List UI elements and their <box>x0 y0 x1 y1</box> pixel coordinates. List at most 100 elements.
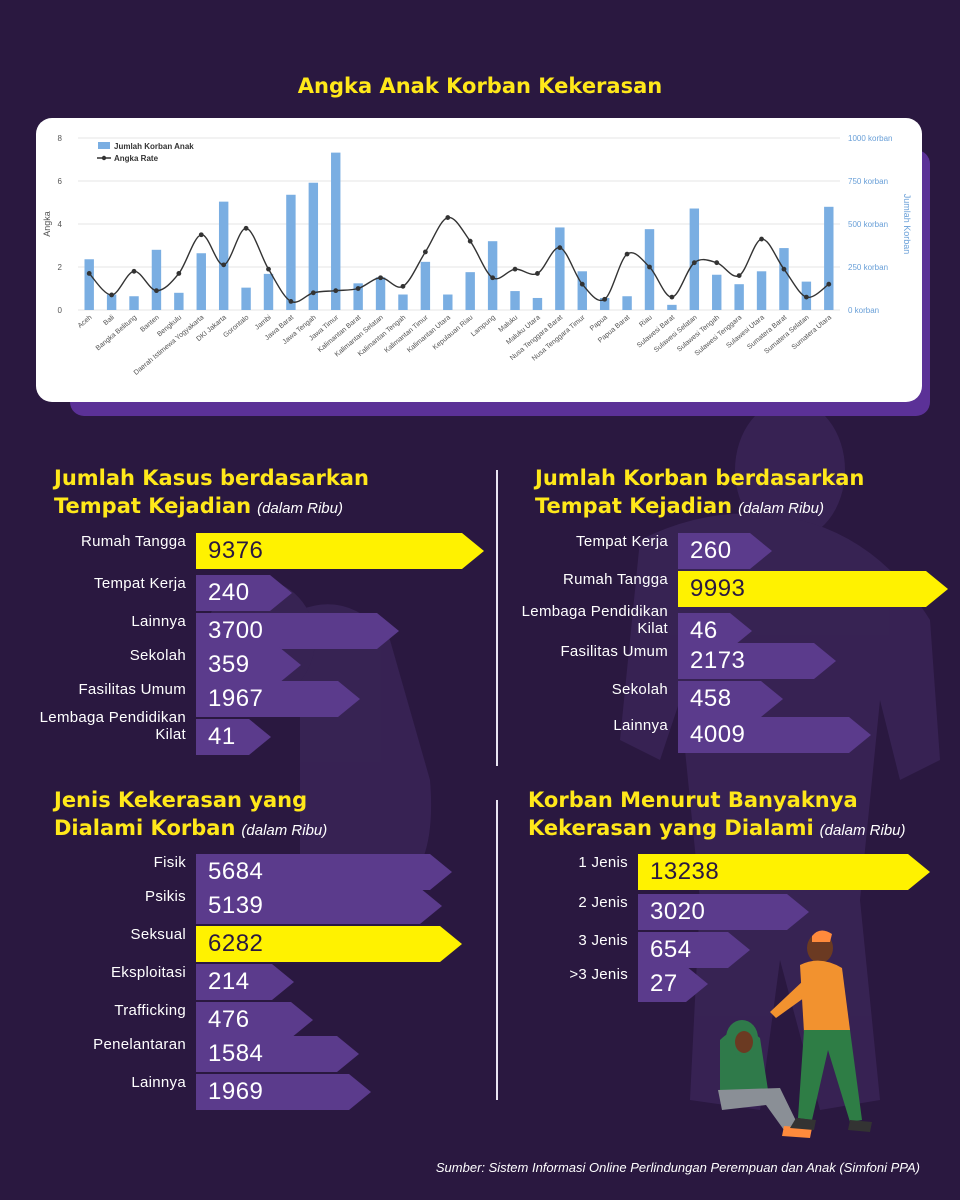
section-unit: (dalam Ribu) <box>241 822 328 839</box>
section-title-line2: Tempat Kejadian <box>54 494 252 518</box>
bar-jumlah-korban <box>84 259 94 310</box>
point-angka-rate <box>467 238 473 244</box>
stat-value: 3020 <box>650 898 706 925</box>
y-right-tick-label: 1000 korban <box>848 134 892 143</box>
section-title-line1: Jumlah Korban berdasarkan <box>535 466 865 490</box>
line-angka-rate <box>88 216 830 303</box>
bar-jumlah-korban <box>779 248 789 310</box>
stat-value: 6282 <box>208 930 264 957</box>
point-angka-rate <box>691 260 697 266</box>
stat-label: 3 Jenis <box>578 932 628 949</box>
point-angka-rate <box>512 266 518 272</box>
stat-value: 1584 <box>208 1040 264 1067</box>
y-left-tick-label: 0 <box>58 306 63 315</box>
bar-jumlah-korban <box>286 194 296 310</box>
stat-label: >3 Jenis <box>569 966 628 983</box>
stat-arrow-bar: 476 <box>196 1002 313 1038</box>
stat-arrow-bar: 3700 <box>196 613 399 649</box>
point-angka-rate <box>445 215 451 220</box>
stat-arrow-bar: 13238 <box>638 854 930 890</box>
point-angka-rate <box>759 236 764 242</box>
stat-arrow-bar: 41 <box>196 719 271 755</box>
section-title-line1: Korban Menurut Banyaknya <box>528 788 858 812</box>
stat-arrow-bar: 6282 <box>196 926 462 962</box>
x-tick-label: Bangka Belitung <box>95 314 139 352</box>
chart-svg: 0 2 4 6 8 0 korban 250 korban 500 korban 750 kor… <box>42 134 912 377</box>
bar-jumlah-korban <box>577 271 587 310</box>
y-right-axis-title: Jumlah Korban <box>902 194 912 255</box>
point-angka-rate <box>826 281 832 287</box>
standing-person <box>770 930 872 1132</box>
point-angka-rate <box>736 273 742 278</box>
stat-value: 3700 <box>208 617 264 644</box>
x-tick-label: Sumatera Utara <box>791 314 833 351</box>
section-title-line1: Jenis Kekerasan yang <box>54 788 308 812</box>
stat-arrow-bar: 458 <box>678 681 783 717</box>
stat-value: 214 <box>208 968 250 995</box>
main-title: Angka Anak Korban Kekerasan <box>297 74 663 98</box>
stat-arrow-bar: 9993 <box>678 571 948 607</box>
stat-label: Trafficking <box>114 1002 186 1019</box>
stat-arrow-bar: 5684 <box>196 854 452 890</box>
point-angka-rate <box>378 275 383 281</box>
point-angka-rate <box>243 225 249 231</box>
point-angka-rate <box>176 271 182 276</box>
bar-jumlah-korban <box>510 291 520 310</box>
y-right-tick-label: 750 korban <box>848 177 888 186</box>
point-angka-rate <box>154 288 159 294</box>
stat-label: Fisik <box>153 854 186 871</box>
point-angka-rate <box>624 251 630 257</box>
stat-arrow-bar: 260 <box>678 533 772 569</box>
stat-label: Tempat Kerja <box>94 575 186 592</box>
bar-jumlah-korban <box>689 208 700 310</box>
y-left-tick-label: 8 <box>58 134 63 143</box>
bar-jumlah-korban <box>532 297 543 310</box>
bar-jumlah-korban <box>443 294 453 310</box>
stat-arrow-bar: 1584 <box>196 1036 359 1072</box>
bar-jumlah-korban <box>622 296 632 310</box>
stat-label: Fasilitas Umum <box>78 681 186 698</box>
bar-jumlah-korban <box>599 297 610 310</box>
stat-label: Psikis <box>145 888 186 905</box>
section-title-jenis-kekerasan: Jenis Kekerasan yang Dialami Korban (dala… <box>54 786 327 845</box>
bar-jumlah-korban <box>667 304 677 310</box>
legend-swatch-point <box>101 155 107 161</box>
point-angka-rate <box>781 266 787 272</box>
source-note: Sumber: Sistem Informasi Online Perlindu… <box>435 1160 920 1175</box>
section-unit: (dalam Ribu) <box>738 500 824 517</box>
bar-jumlah-korban <box>263 273 274 310</box>
section-title-line2: Kekerasan yang Dialami <box>528 816 814 840</box>
stat-label: Lainnya <box>131 613 186 630</box>
stat-value: 240 <box>208 579 250 606</box>
point-angka-rate <box>198 232 204 238</box>
point-angka-rate <box>422 249 428 255</box>
stat-arrow-bar: 240 <box>196 575 292 611</box>
stat-value: 359 <box>208 651 250 678</box>
people-illustration <box>718 930 872 1138</box>
section-unit: (dalam Ribu) <box>257 500 343 517</box>
stat-label: Tempat Kerja <box>576 533 668 550</box>
x-tick-label: Riau <box>638 314 654 329</box>
stat-label: Sekolah <box>129 647 186 664</box>
stat-value: 4009 <box>690 721 746 748</box>
stat-arrow-bar: 9376 <box>196 533 484 569</box>
point-angka-rate <box>266 266 271 272</box>
bar-jumlah-korban <box>420 261 431 310</box>
stat-arrow-bar: 27 <box>638 966 708 1002</box>
stat-value: 41 <box>208 723 236 750</box>
stat-value: 5684 <box>208 858 264 885</box>
x-tick-label: Papua <box>589 314 609 332</box>
stat-arrow-bar: 4009 <box>678 717 871 753</box>
legend-label-bar: Jumlah Korban Anak <box>114 142 194 151</box>
section-title-kasus-tempat: Jumlah Kasus berdasarkan Tempat Kejadian… <box>54 464 369 523</box>
point-angka-rate <box>602 296 608 302</box>
section-title-line2: Tempat Kejadian <box>535 494 733 518</box>
point-angka-rate <box>557 245 563 251</box>
stat-label: 2 Jenis <box>578 894 628 911</box>
x-tick-label: Sumatera Barat <box>746 314 788 351</box>
y-right-tick-label: 250 korban <box>848 263 888 272</box>
bar-jumlah-korban <box>151 249 162 310</box>
point-angka-rate <box>310 290 316 296</box>
stat-value: 476 <box>208 1006 250 1033</box>
point-angka-rate <box>714 260 720 266</box>
